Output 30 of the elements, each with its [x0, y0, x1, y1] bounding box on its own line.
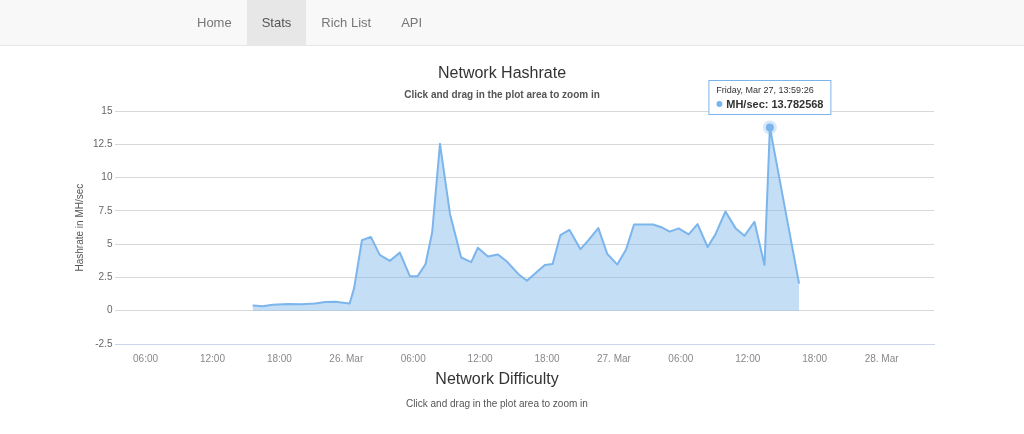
y-tick-label: 10	[101, 171, 113, 183]
x-tick-label: 28. Mar	[864, 352, 900, 364]
x-tick-label: 27. Mar	[596, 352, 632, 364]
y-tick-label: 7.5	[98, 204, 113, 216]
chart-title: Network Hashrate	[437, 64, 567, 82]
y-tick-label: 12.5	[92, 138, 113, 150]
x-tick-label: 18:00	[534, 352, 560, 364]
annotation: Friday, Mar 27, 13:59:26 MH/sec: 13.782568	[716, 85, 824, 111]
y-tick-label: -2.5	[95, 337, 113, 349]
y-tick-label: 0	[106, 304, 113, 316]
chart-subtitle: Click and drag in the plot area to zoom in	[404, 88, 600, 100]
x-tick-label: 12:00	[735, 352, 761, 364]
x-tick-label: 12:00	[467, 352, 494, 364]
y-tick-label: 2.5	[98, 271, 113, 283]
x-tick-label: 18:00	[266, 352, 293, 364]
x-tick-label: 18:00	[802, 352, 828, 364]
y-tick-label: 15	[101, 104, 113, 116]
x-tick-label: 06:00	[668, 352, 694, 364]
text: API	[400, 14, 424, 32]
x-tick-label: 06:00	[133, 352, 159, 364]
x-tick-label: 26. Mar	[329, 352, 364, 364]
x-tick-label: 06:00	[400, 352, 427, 364]
text: Stats	[246, 0, 307, 45]
text: Rich List	[320, 14, 373, 32]
y-axis-title: Hashrate in MH/sec	[73, 183, 85, 272]
text: Network Difficulty	[434, 370, 560, 388]
x-tick-label: 12:00	[199, 352, 226, 364]
text: Click and drag in the plot area to zoom in	[405, 398, 589, 409]
text: Home	[196, 14, 233, 32]
y-tick-label: 5	[106, 237, 113, 249]
